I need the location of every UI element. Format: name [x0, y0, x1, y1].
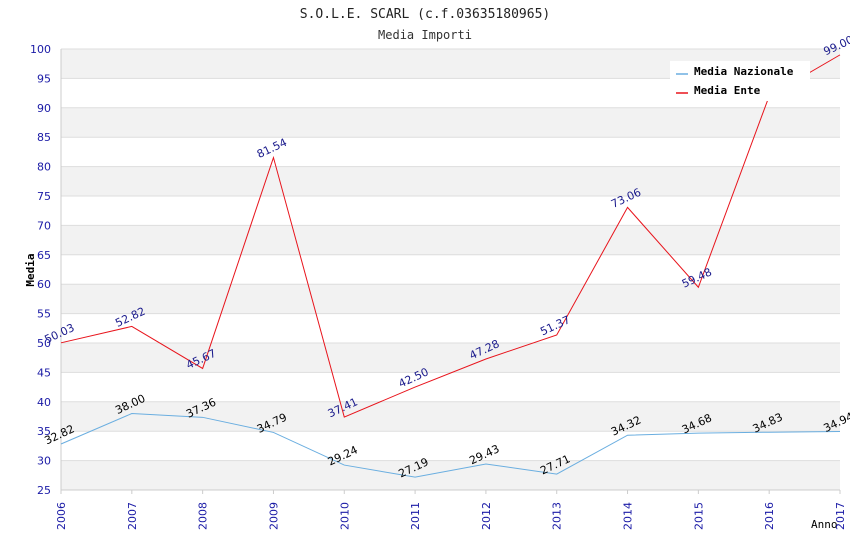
x-tick-label: 2016	[763, 502, 776, 530]
legend-label-media-ente: Media Ente	[694, 84, 761, 97]
x-axis-label: Anno	[811, 518, 838, 531]
x-tick-label: 2011	[409, 502, 422, 530]
x-tick-labels: 2006 2007 2008 2009 2010 2011 2012 2013 2014 2015…	[55, 490, 847, 530]
grid-band	[61, 166, 840, 196]
y-tick-label: 75	[37, 190, 51, 203]
y-tick-labels: 25 30 35 40 45 50 55 60 65 70 75 80 85 90 95 100	[30, 43, 51, 497]
x-tick-label: 2013	[551, 502, 564, 530]
grid-band	[61, 284, 840, 314]
y-tick-label: 65	[37, 249, 51, 262]
grid-lines	[61, 48, 840, 491]
y-tick-label: 90	[37, 102, 51, 115]
y-tick-label: 45	[37, 366, 51, 379]
y-tick-label: 60	[37, 278, 51, 291]
y-tick-label: 95	[37, 72, 51, 85]
y-tick-label: 25	[37, 484, 51, 497]
data-label: 50.03	[42, 321, 76, 346]
y-axis-label: Media	[24, 253, 37, 286]
series-line-media-nazionale	[60, 413, 841, 478]
x-tick-label: 2012	[480, 502, 493, 530]
y-tick-label: 85	[37, 131, 51, 144]
x-tick-label: 2017	[834, 502, 847, 530]
x-tick-label: 2015	[692, 502, 705, 530]
y-tick-label: 50	[37, 337, 51, 350]
data-label: 51.37	[538, 313, 572, 338]
x-tick-label: 2014	[622, 502, 635, 530]
grid-bands	[61, 49, 840, 490]
x-tick-label: 2008	[197, 502, 210, 530]
legend-label-media-nazionale: Media Nazionale	[694, 65, 794, 78]
grid-band	[61, 107, 840, 138]
y-tick-label: 70	[37, 219, 51, 232]
series-line-media-ente	[60, 54, 841, 418]
y-tick-label: 55	[37, 308, 51, 321]
y-tick-label: 40	[37, 396, 51, 409]
y-tick-label: 80	[37, 161, 51, 174]
series-lines	[60, 54, 841, 478]
grid-band	[61, 225, 840, 255]
chart-title: S.O.L.E. SCARL (c.f.03635180965)	[300, 7, 550, 22]
y-tick-label: 30	[37, 455, 51, 468]
chart-subtitle: Media Importi	[378, 28, 472, 42]
x-tick-label: 2007	[126, 502, 139, 530]
y-tick-label: 100	[30, 43, 51, 56]
legend-box	[670, 61, 810, 101]
x-tick-label: 2006	[55, 502, 68, 530]
y-tick-label: 35	[37, 425, 51, 438]
data-label: 81.54	[255, 136, 289, 161]
legend: Media Nazionale Media Ente	[670, 61, 810, 101]
x-tick-label: 2009	[267, 502, 280, 530]
grid-band	[61, 460, 840, 490]
grid-band	[61, 343, 840, 373]
x-tick-label: 2010	[338, 502, 351, 530]
